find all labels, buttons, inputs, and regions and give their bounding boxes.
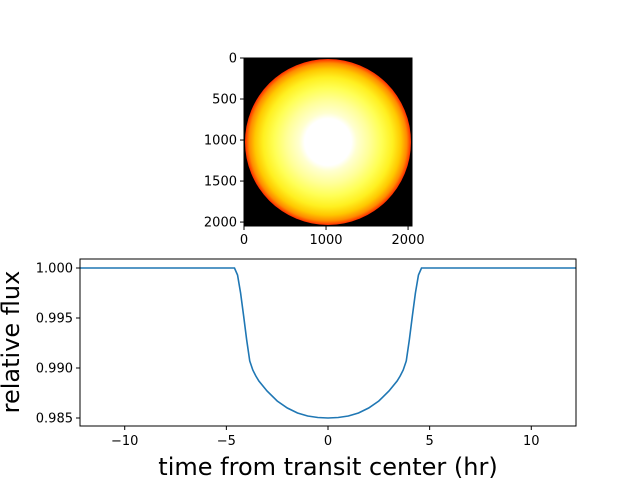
image-y-tick-label: 1000 <box>204 134 237 149</box>
light-curve-line <box>80 267 576 419</box>
image-y-tick-label: 2000 <box>204 216 237 231</box>
x-tick-label: 10 <box>523 434 540 449</box>
stellar-disk-panel: 0 1000 2000 0 500 1000 1500 2000 <box>204 52 425 249</box>
y-tick-label: 0.995 <box>36 312 73 327</box>
image-frame <box>243 57 413 227</box>
x-axis-ticks: −10 −5 0 5 10 <box>111 426 540 449</box>
image-x-tick-label: 0 <box>240 233 248 248</box>
x-tick-label: −5 <box>217 434 236 449</box>
x-axis-label: time from transit center (hr) <box>158 453 497 480</box>
stellar-disk <box>245 59 411 225</box>
plot-frame <box>79 258 577 427</box>
y-axis-label: relative flux <box>0 271 25 414</box>
image-y-tick-label: 500 <box>212 93 237 108</box>
image-x-tick-label: 1000 <box>309 233 342 248</box>
image-y-tick-label: 0 <box>229 52 237 67</box>
x-tick-label: 0 <box>324 434 332 449</box>
image-y-tick-label: 1500 <box>204 175 237 190</box>
image-x-tick-label: 2000 <box>392 233 425 248</box>
image-y-ticks: 0 500 1000 1500 2000 <box>204 52 244 231</box>
image-x-ticks: 0 1000 2000 <box>240 226 425 248</box>
y-tick-label: 0.990 <box>36 362 73 377</box>
x-tick-label: 5 <box>425 434 433 449</box>
y-tick-label: 0.985 <box>36 412 73 427</box>
y-tick-label: 1.000 <box>36 262 73 277</box>
y-axis-ticks: 1.000 0.995 0.990 0.985 <box>36 262 80 427</box>
light-curve-panel: −10 −5 0 5 10 1.000 0.995 0.990 0.985 time from… <box>0 258 577 480</box>
x-tick-label: −10 <box>111 434 138 449</box>
